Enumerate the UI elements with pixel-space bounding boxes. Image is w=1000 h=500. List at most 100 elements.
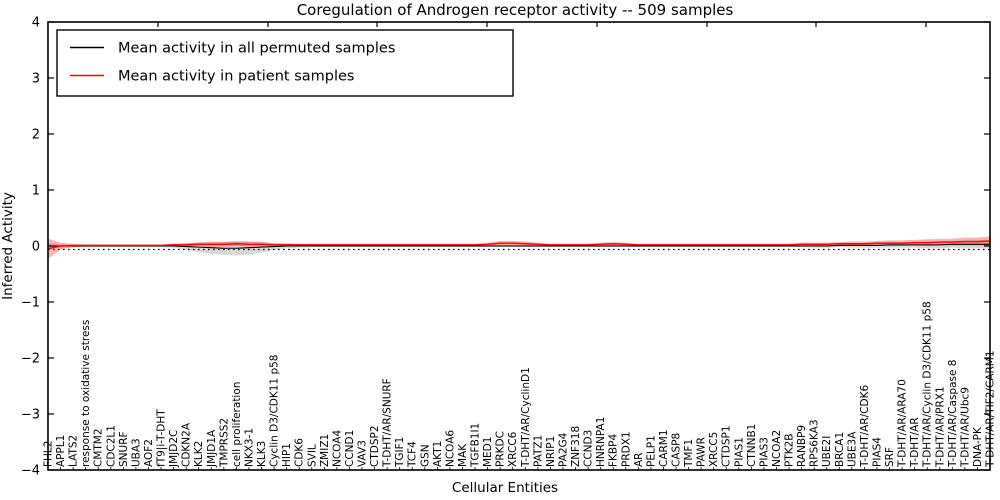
y-axis-label: Inferred Activity [0,192,16,300]
x-tick-label: JMJD2C [168,430,180,468]
x-tick-labels: FHL2 APPL1 LATS2 response to oxidative stre… [43,301,997,468]
legend-box [56,29,514,97]
x-tick-label: MED1 [482,437,494,467]
line-Mean-activity-in-all-permuted-samples [48,243,990,249]
x-tick-label: RANBP9 [796,425,808,467]
x-tick-label: JMJD1A [206,429,218,468]
x-tick-label: UBE3A [846,431,858,467]
x-tick-label: Cyclin D3/CDK11 p58 [269,355,281,467]
x-tick-label: PIAS3 [758,437,770,467]
x-tick-label: PRDX1 [620,431,632,467]
legend: Mean activity in all permuted samples Me… [56,29,514,97]
x-tick-label: PAWR [696,437,708,467]
x-tick-label: PATZ1 [532,435,544,467]
x-axis-label: Cellular Entities [452,480,558,496]
x-tick-label: UBE2I [821,436,833,467]
x-tick-label: HNRNPA1 [595,417,607,467]
x-tick-label: T-DHT/AR/Caspase 8 [947,360,959,468]
x-tick-label: NRIP1 [545,436,557,467]
x-tick-label: CCND3 [583,430,595,467]
x-tick-label: GSN [419,444,431,467]
x-tick-label: UBA3 [130,438,142,467]
x-tick-label: T-DHT/AR/PRX1 [934,386,946,468]
y-tick-label: 4 [32,16,40,31]
x-tick-label: T-DHT/AR/ARA70 [897,379,909,468]
x-tick-label: TCF4 [407,441,419,468]
x-tick-label: SVIL [306,444,318,467]
x-tick-label: PIAS4 [871,437,883,467]
legend-label-patient: Mean activity in patient samples [118,69,354,85]
y-tick-labels: 4 3 2 1 0 −1 −2 −3 −4 [21,16,40,479]
x-tick-label: NCOA6 [444,430,456,467]
x-tick-label: T-DHT/AR/Ubc9 [959,387,971,468]
x-tick-label: XRCC5 [708,432,720,467]
x-tick-label: AKT1 [432,441,444,467]
chart-title: Coregulation of Androgen receptor activi… [297,1,734,19]
x-tick-label: RPS6KA3 [809,419,821,467]
x-tick-label: DNA-PK [972,426,984,467]
x-tick-label: fT9|i-T-DHT [156,409,168,467]
x-tick-label: SRF [884,447,896,467]
x-tick-label: AOF2 [143,439,155,467]
x-tick-label: PRKDC [495,431,507,467]
x-tick-label: T-DHT/AR/CyclinD1 [520,367,532,468]
y-tick-label: −3 [21,408,40,423]
x-tick-label: APPL1 [55,435,67,467]
x-tick-label: CMTM2 [93,428,105,467]
x-tick-label: CASP8 [671,433,683,467]
x-tick-label: KLK3 [256,441,268,467]
x-tick-label: LATS2 [68,435,80,467]
legend-label-permuted: Mean activity in all permuted samples [118,41,395,57]
x-tick-label: T-DHT/AR/TIF2/CARM1 [985,350,997,468]
band-std-of-permuted-samples [48,240,990,256]
x-tick-label: cell proliferation [231,382,243,467]
x-tick-label: XRCC6 [507,431,519,467]
y-tick-label: 3 [32,72,40,87]
x-tick-label: HIP1 [281,443,293,467]
x-tick-label: FHL2 [43,441,55,467]
x-tick-label: CARM1 [658,429,670,467]
x-tick-label: T-DHT/AR/Cyclin D3/CDK11 p58 [922,301,934,468]
x-tick-label: TMPRSS2 [218,418,230,468]
error-bands [48,236,990,259]
y-tick-label: −1 [21,296,40,311]
x-tick-label: response to oxidative stress [80,320,92,467]
line-Mean-activity-in-patient-samples [47,240,991,250]
y-tick-label: 1 [32,184,40,199]
x-tick-label: PA2G4 [557,432,569,467]
x-tick-label: CTDSP1 [721,425,733,467]
x-tick-label: CDK6 [294,438,306,467]
x-tick-label: NCOA2 [771,430,783,467]
x-tick-label: NCOA4 [331,430,343,467]
x-tick-label: T-DHT/AR [909,417,921,468]
x-tick-label: NKX3-1 [243,428,255,467]
x-tick-label: ZNF318 [570,426,582,467]
x-tick-label: AR [633,453,645,467]
x-tick-label: MAK [457,443,469,467]
x-tick-label: PELP1 [645,435,657,467]
x-tick-label: ZMIZ1 [319,434,331,467]
y-tick-label: 0 [32,240,40,255]
x-tick-label: CTDSP2 [369,425,381,467]
x-tick-label: CTNNB1 [746,424,758,467]
y-tick-label: −2 [21,352,40,367]
x-tick-label: CDC2L1 [105,425,117,467]
y-tick-label: −4 [21,464,40,479]
y-tick-label: 2 [32,128,40,143]
x-tick-label: T-DHT/AR/CDK6 [859,385,871,468]
x-tick-label: TGFB1I1 [470,423,482,468]
x-tick-label: T-DHT/AR/SNURF [382,378,394,468]
x-tick-label: TMF1 [683,439,695,468]
x-tick-label: SNURF [118,431,130,467]
x-tick-label: VAV3 [357,440,369,467]
x-tick-label: TGIF1 [394,437,406,468]
x-tick-label: KLK2 [193,441,205,467]
x-tick-label: BRCA1 [834,432,846,467]
x-tick-label: PTK2B [784,433,796,467]
x-tick-label: CCND1 [344,430,356,467]
x-tick-label: CDKN2A [181,422,193,467]
x-tick-label: PIAS1 [733,437,745,467]
axes-spines-and-ticks [47,21,991,471]
